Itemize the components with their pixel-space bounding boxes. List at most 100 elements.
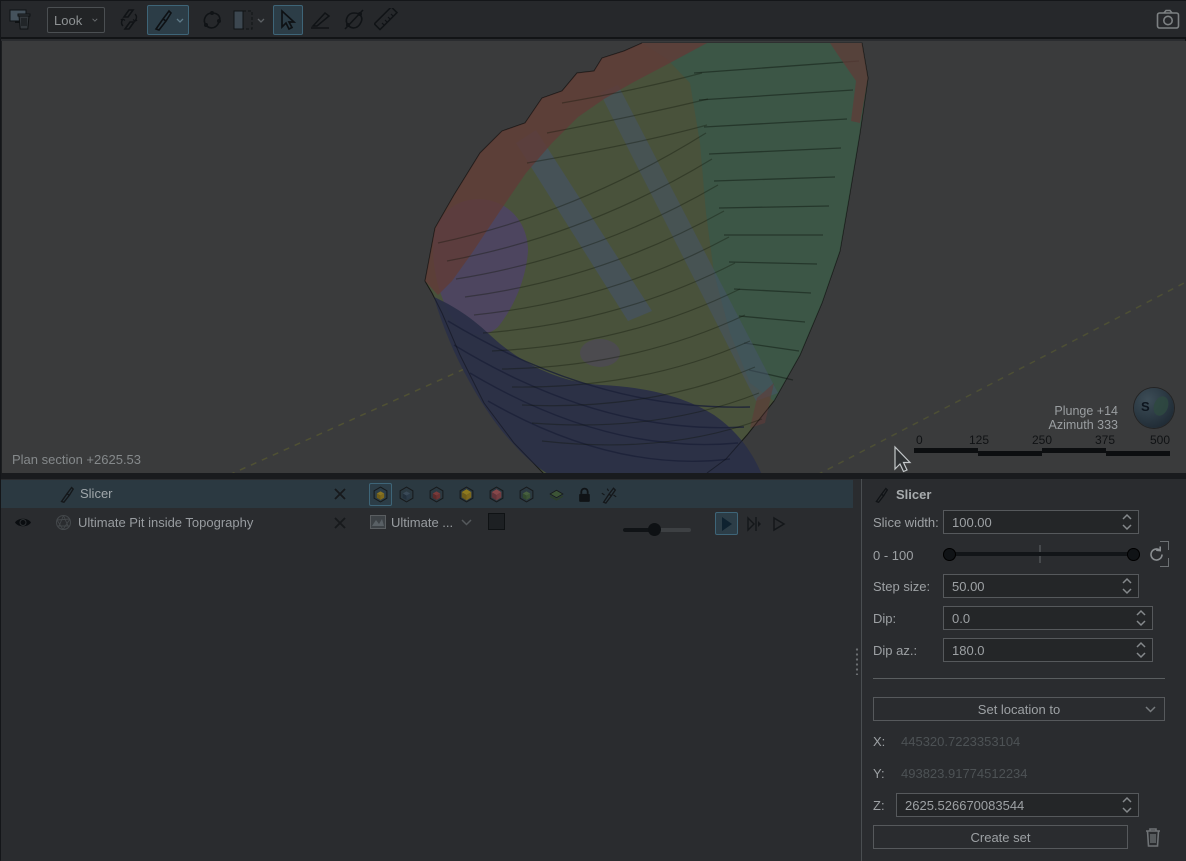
close-slicer-icon[interactable]: [333, 487, 347, 501]
clear-scene-button[interactable]: [7, 5, 37, 35]
dip-azimuth-input[interactable]: [943, 638, 1153, 662]
wireframe-render-button[interactable]: [767, 512, 790, 535]
scene-3d-view[interactable]: Plan section +2625.53 Plunge +14 Azimuth…: [1, 41, 1186, 473]
bottom-dock: Slicer: [1, 473, 1186, 861]
create-set-button[interactable]: Create set: [873, 825, 1128, 849]
colormap-select-label[interactable]: Ultimate ...: [391, 515, 454, 530]
remove-front-mode-button[interactable]: [425, 483, 448, 506]
slice-thickness-mode-button[interactable]: [485, 483, 508, 506]
chevron-down-icon: [176, 18, 183, 23]
z-spinner[interactable]: [1121, 795, 1133, 815]
compass-terrain: [1151, 394, 1171, 418]
slicer-properties-panel: Slicer Slice width: 0 - 100 Step size:: [861, 479, 1186, 861]
green-cube-icon: [519, 486, 534, 503]
select-tool-button[interactable]: [273, 5, 303, 35]
chevron-down-icon: [1145, 706, 1156, 713]
mesh-icon: [55, 514, 72, 531]
range-max-handle[interactable]: [1127, 548, 1140, 561]
chevron-down-icon[interactable]: [461, 519, 472, 526]
set-location-label: Set location to: [977, 701, 1061, 717]
lock-slicer-button[interactable]: [573, 483, 596, 506]
scale-tick: 125: [969, 433, 990, 447]
slice-width-input[interactable]: [943, 510, 1139, 534]
step-size-spinner[interactable]: [1121, 576, 1133, 596]
section-display-button[interactable]: [229, 5, 267, 35]
slicer-tab-header[interactable]: Slicer: [1, 480, 853, 508]
mirror-triangles-icon: [746, 515, 761, 532]
scale-tick: 500: [1150, 433, 1171, 447]
pit-model: [231, 42, 1186, 473]
pencil-line-icon: [311, 11, 331, 29]
slicer-tool-button[interactable]: [147, 5, 189, 35]
both-sides-render-button[interactable]: [743, 512, 766, 535]
slice-width-label: Slice width:: [873, 515, 939, 530]
slicer-icon: [154, 9, 172, 31]
dip-label: Dip:: [873, 611, 897, 626]
reset-range-icon[interactable]: [1147, 545, 1166, 564]
z-input[interactable]: [896, 793, 1139, 817]
object-name-label: Ultimate Pit inside Topography: [78, 515, 254, 530]
compass-ball[interactable]: S: [1134, 388, 1174, 428]
remove-back-mode-button[interactable]: [455, 483, 478, 506]
opacity-slider-handle[interactable]: [648, 523, 661, 536]
panel-splitter[interactable]: [853, 479, 861, 861]
cycle-orientation-icon: [120, 9, 138, 30]
panel-title: Slicer: [896, 487, 932, 502]
slicer-icon: [875, 487, 889, 503]
colormap-thumbnail-icon: [370, 515, 386, 529]
play-solid-icon: [721, 516, 732, 531]
remove-object-icon[interactable]: [333, 516, 347, 530]
delete-set-icon[interactable]: [1143, 826, 1163, 848]
slice-inside-mode-button[interactable]: [369, 483, 392, 506]
scale-tick: 0: [916, 433, 923, 447]
play-outline-icon: [772, 516, 785, 531]
section-divider: [873, 678, 1165, 679]
show-slice-only-mode-button[interactable]: [515, 483, 538, 506]
solid-render-button[interactable]: [715, 512, 738, 535]
y-label: Y:: [873, 766, 885, 781]
slicer-tab-title: Slicer: [80, 486, 113, 501]
step-size-label: Step size:: [873, 579, 931, 594]
red-half-cube-icon: [489, 486, 504, 503]
range-min-handle[interactable]: [943, 548, 956, 561]
y-value: 493823.91774512234: [901, 766, 1028, 781]
look-dropdown[interactable]: Look: [47, 7, 105, 33]
plan-section-label: Plan section +2625.53: [12, 452, 142, 467]
dip-spinner[interactable]: [1135, 608, 1147, 628]
flat-slice-mode-button[interactable]: [545, 483, 568, 506]
reset-bracket: [1145, 541, 1169, 567]
cursor-icon: [281, 9, 297, 31]
x-label: X:: [873, 734, 886, 749]
visibility-eye-icon[interactable]: [14, 516, 32, 529]
set-location-dropdown[interactable]: Set location to: [873, 697, 1165, 721]
screenshot-button[interactable]: [1153, 5, 1183, 35]
splitter-grip[interactable]: [854, 647, 860, 675]
flat-slice-icon: [549, 489, 564, 501]
polyline-slash-icon: [344, 9, 364, 30]
draw-slicer-line-button[interactable]: [307, 5, 337, 35]
dip-input[interactable]: [943, 606, 1153, 630]
color-swatch[interactable]: [488, 513, 505, 530]
moving-plane-button[interactable]: [197, 5, 227, 35]
step-size-input[interactable]: [943, 574, 1139, 598]
chevron-down-icon: [257, 18, 264, 23]
edit-polyline-button[interactable]: [339, 5, 369, 35]
ruler-tool-button[interactable]: [371, 5, 401, 35]
scene-list-panel: Slicer: [1, 479, 853, 861]
mouse-cursor: [894, 445, 912, 473]
dip-azimuth-spinner[interactable]: [1135, 640, 1147, 660]
orientation-readout: Plunge +14 Azimuth 333: [1049, 404, 1118, 432]
slicer-effects-button[interactable]: [597, 483, 620, 506]
compass-south-label: S: [1141, 399, 1150, 414]
cycle-slicer-orientation-button[interactable]: [113, 5, 145, 35]
scale-tick: 375: [1095, 433, 1116, 447]
scene-object-row[interactable]: Ultimate Pit inside Topography Ultimate …: [1, 509, 853, 536]
chevron-down-icon: [92, 18, 98, 22]
slice-off-mode-button[interactable]: [395, 483, 418, 506]
slice-range-label: 0 - 100: [873, 548, 914, 563]
dark-cube-icon: [399, 486, 414, 503]
slice-width-spinner[interactable]: [1121, 512, 1133, 532]
lock-icon: [579, 487, 590, 502]
slicer-sparkle-icon: [601, 486, 616, 504]
